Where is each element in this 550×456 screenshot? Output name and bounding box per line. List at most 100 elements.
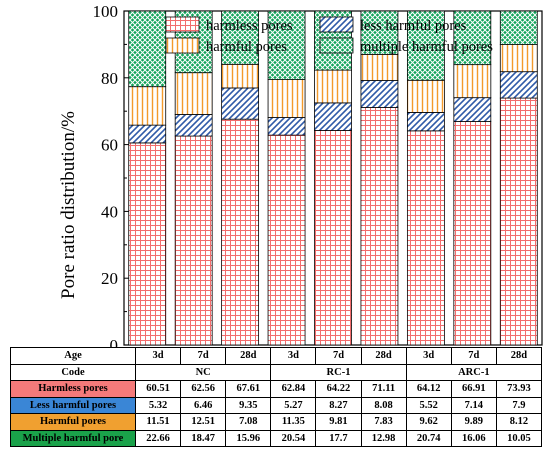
value-cell: 20.54	[270, 429, 317, 447]
value-cell: 7.14	[450, 396, 497, 414]
value-cell: 66.91	[450, 380, 497, 398]
y-tick-label: 60	[101, 136, 118, 155]
age-cell: 28d	[360, 347, 407, 365]
value-cell: 17.7	[315, 429, 362, 447]
bar-segment-harmless	[453, 121, 492, 346]
y-tick-label: 40	[101, 202, 118, 221]
stacked-bar-chart: 0 20 40 60 80 100 harmless pores less harmful …	[58, 2, 543, 347]
legend: harmless pores less harmful pores harmful …	[165, 16, 493, 55]
bar-segment-less	[174, 114, 213, 137]
bar-segment-harmless	[499, 97, 538, 346]
value-cell: 64.12	[405, 380, 452, 398]
legend-label-multiple: multiple harmful pores	[360, 39, 493, 55]
bar-segment-less	[453, 97, 492, 122]
bar-segment-harmless	[360, 107, 399, 346]
y-tick-label: 0	[110, 336, 119, 347]
bar-segment-harmful	[453, 64, 492, 99]
value-cell: 7.83	[360, 413, 407, 431]
age-cell: 3d	[134, 347, 182, 365]
y-tick-label: 20	[101, 269, 118, 288]
table-row-harmless: Harmless pores 60.51 62.56 67.61 62.84 6…	[10, 380, 543, 398]
data-table: Age 3d 7d 28d 3d 7d 28d 3d 7d 28d Code N…	[10, 347, 543, 447]
value-cell: 9.89	[450, 413, 497, 431]
row-label-harmful: Harmful pores	[10, 413, 136, 431]
legend-label-less: less harmful pores	[360, 18, 467, 34]
value-cell: 5.32	[134, 396, 182, 414]
bar-segment-harmless	[128, 142, 167, 346]
age-header: Age	[10, 347, 136, 365]
legend-label-harmful: harmful pores	[206, 39, 287, 55]
bar-segment-multiple	[453, 10, 492, 66]
table-row-multiple-harmful: Multiple harmful pore 22.66 18.47 15.96 …	[10, 429, 543, 447]
legend-label-harmless: harmless pores	[206, 18, 293, 34]
bar-segment-harmless	[174, 135, 213, 346]
bar-segment-harmful	[499, 44, 538, 73]
row-label-harmless: Harmless pores	[10, 380, 136, 398]
bar-segment-multiple	[267, 10, 306, 81]
value-cell: 18.47	[180, 429, 227, 447]
value-cell: 9.62	[405, 413, 452, 431]
table-row-harmful: Harmful pores 11.51 12.51 7.08 11.35 9.8…	[10, 413, 543, 431]
bar-segment-harmful	[128, 86, 167, 126]
bar-segment-harmful	[406, 79, 445, 113]
bar-segment-multiple	[128, 10, 167, 88]
y-tick-label: 80	[101, 69, 118, 88]
value-cell: 9.81	[315, 413, 362, 431]
age-cell: 3d	[270, 347, 317, 365]
bar-segment-harmful	[360, 53, 399, 81]
table-row-less-harmful: Less harmful pores 5.32 6.46 9.35 5.27 8…	[10, 396, 543, 414]
table-age-row: Age 3d 7d 28d 3d 7d 28d 3d 7d 28d	[10, 347, 543, 365]
bar-segment-multiple	[406, 10, 445, 81]
bar-segment-harmful	[267, 79, 306, 118]
bar-segment-less	[267, 117, 306, 136]
value-cell: 11.35	[270, 413, 317, 431]
value-cell: 5.27	[270, 396, 317, 414]
value-cell: 71.11	[360, 380, 407, 398]
age-cell: 28d	[495, 347, 543, 365]
value-cell: 12.98	[360, 429, 407, 447]
bar-segment-harmful	[314, 69, 352, 104]
value-cell: 7.9	[495, 396, 543, 414]
bar-segment-less	[360, 80, 399, 108]
bar-segment-less	[128, 124, 167, 144]
value-cell: 60.51	[134, 380, 182, 398]
bar-segment-less	[499, 71, 538, 99]
bar-segment-less	[221, 87, 260, 120]
value-cell: 10.05	[495, 429, 543, 447]
age-cell: 7d	[315, 347, 362, 365]
age-cell: 3d	[405, 347, 452, 365]
code-cell: ARC-1	[405, 363, 543, 381]
row-label-multiple-harmful: Multiple harmful pore	[10, 429, 136, 447]
code-cell: NC	[134, 363, 272, 381]
bar-segment-harmless	[267, 134, 306, 346]
age-cell: 28d	[225, 347, 272, 365]
bar-segment-multiple	[499, 10, 538, 45]
bar-segment-less	[406, 112, 445, 132]
bar-segment-harmful	[221, 63, 260, 89]
value-cell: 8.12	[495, 413, 543, 431]
value-cell: 62.84	[270, 380, 317, 398]
value-cell: 11.51	[134, 413, 182, 431]
y-axis-label: Pore ratio distribution/%	[58, 111, 79, 299]
value-cell: 20.74	[405, 429, 452, 447]
legend-swatch-harmful	[165, 37, 200, 54]
value-cell: 8.27	[315, 396, 362, 414]
y-tick-label: 100	[93, 2, 119, 21]
bar-segment-less	[314, 102, 352, 131]
legend-swatch-harmless	[165, 16, 200, 33]
value-cell: 15.96	[225, 429, 272, 447]
value-cell: 16.06	[450, 429, 497, 447]
age-cell: 7d	[450, 347, 497, 365]
value-cell: 67.61	[225, 380, 272, 398]
age-cell: 7d	[180, 347, 227, 365]
value-cell: 7.08	[225, 413, 272, 431]
bar-segment-multiple	[360, 10, 399, 55]
code-cell: RC-1	[270, 363, 407, 381]
value-cell: 9.35	[225, 396, 272, 414]
code-header: Code	[10, 363, 136, 381]
bar-segment-harmless	[406, 130, 445, 346]
table-code-row: Code NC RC-1 ARC-1	[10, 363, 543, 381]
value-cell: 22.66	[134, 429, 182, 447]
bar-segment-multiple	[221, 10, 260, 65]
value-cell: 64.22	[315, 380, 362, 398]
